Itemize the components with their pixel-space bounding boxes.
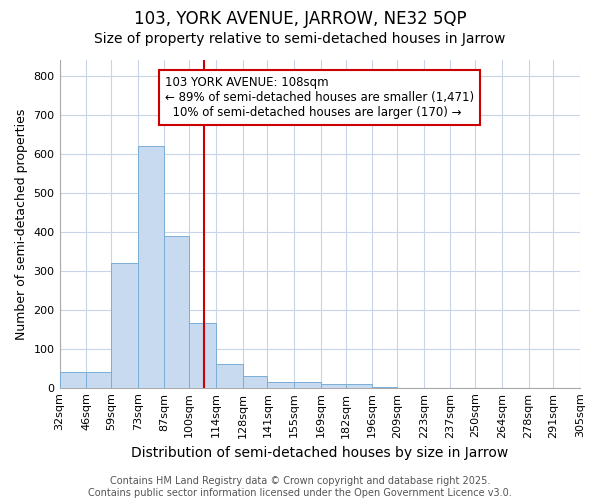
Bar: [321, 384, 346, 388]
Bar: [86, 372, 111, 388]
Bar: [294, 382, 321, 388]
Text: Size of property relative to semi-detached houses in Jarrow: Size of property relative to semi-detach…: [94, 32, 506, 46]
X-axis label: Distribution of semi-detached houses by size in Jarrow: Distribution of semi-detached houses by …: [131, 446, 508, 460]
Text: Contains HM Land Registry data © Crown copyright and database right 2025.
Contai: Contains HM Land Registry data © Crown c…: [88, 476, 512, 498]
Bar: [346, 384, 372, 388]
Bar: [372, 387, 397, 388]
Bar: [59, 372, 86, 388]
Text: 103 YORK AVENUE: 108sqm
← 89% of semi-detached houses are smaller (1,471)
  10% : 103 YORK AVENUE: 108sqm ← 89% of semi-de…: [165, 76, 475, 120]
Bar: [111, 263, 138, 388]
Y-axis label: Number of semi-detached properties: Number of semi-detached properties: [15, 108, 28, 340]
Bar: [268, 382, 294, 388]
Bar: [216, 364, 242, 388]
Bar: [164, 236, 189, 388]
Text: 103, YORK AVENUE, JARROW, NE32 5QP: 103, YORK AVENUE, JARROW, NE32 5QP: [134, 10, 466, 28]
Bar: [138, 146, 164, 388]
Bar: [242, 376, 268, 388]
Bar: [189, 324, 216, 388]
